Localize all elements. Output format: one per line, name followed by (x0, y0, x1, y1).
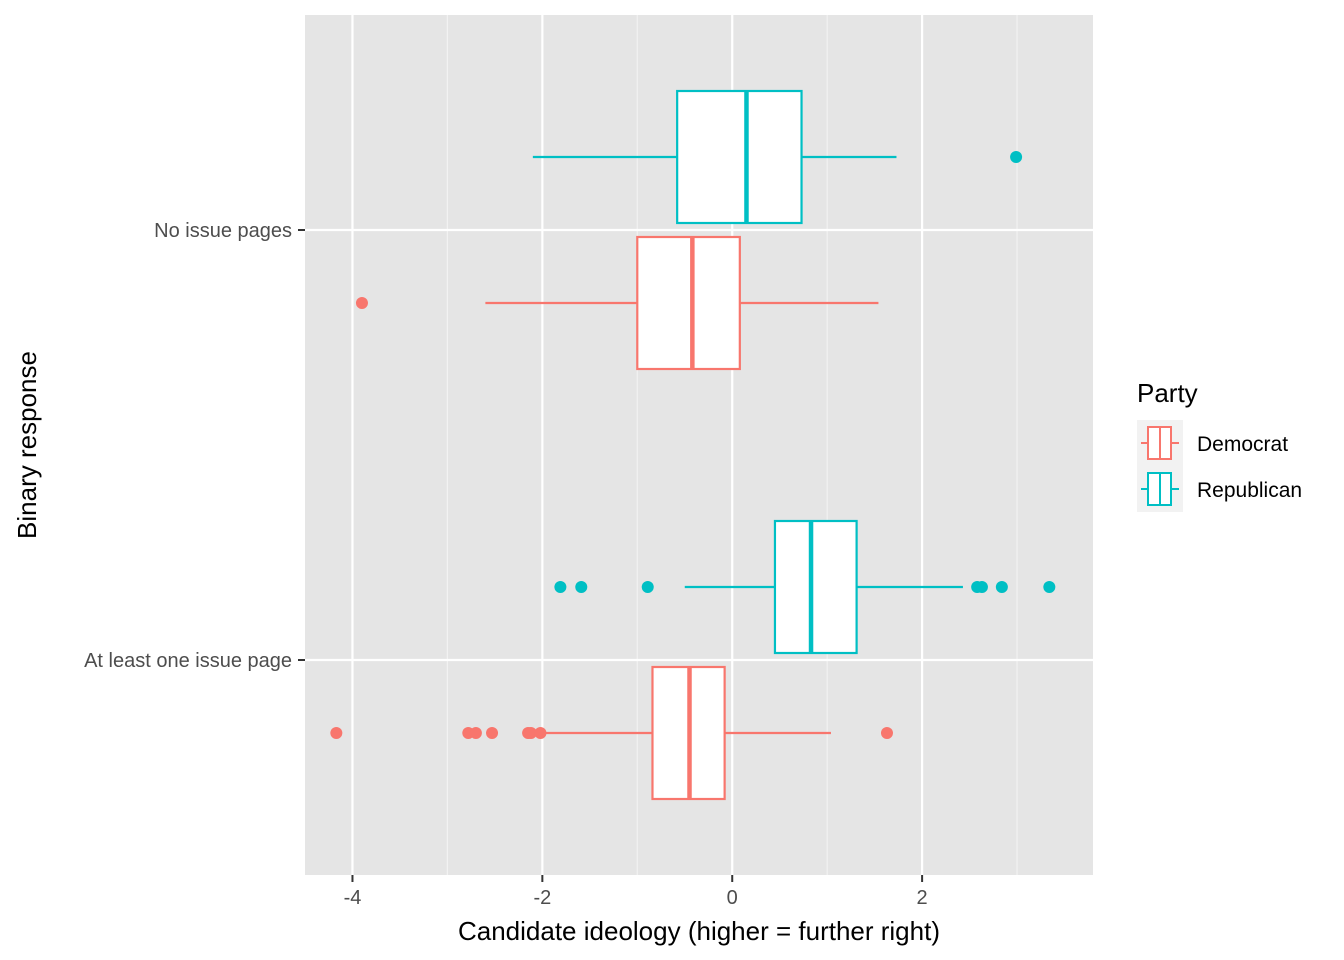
outlier-point (641, 581, 654, 593)
box-republican-no-issue-pages (532, 89, 1023, 225)
y-tick-label: No issue pages (154, 220, 292, 242)
legend-keys: Democrat Republican (1141, 426, 1302, 506)
x-tick-label: -4 (344, 887, 362, 909)
outlier-point (880, 727, 893, 739)
outlier-point (1043, 581, 1056, 593)
x-tick-label: 0 (727, 887, 738, 909)
outlier-point (524, 727, 537, 739)
box-democrat-no-issue-pages (355, 235, 879, 371)
legend-title: Party (1137, 378, 1198, 408)
outlier-point (575, 581, 588, 593)
box-republican-at-least-one-issue-page (554, 519, 1056, 655)
y-axis: No issue pages At least one issue page (84, 220, 305, 672)
y-tick-label: At least one issue page (84, 650, 292, 672)
box-democrat-at-least-one-issue-page (330, 665, 893, 801)
legend-key-republican: Republican (1141, 472, 1302, 506)
outlier-point (554, 581, 567, 593)
x-axis-title: Candidate ideology (higher = further rig… (458, 916, 940, 946)
box-iqr (676, 89, 803, 225)
box-iqr (773, 519, 858, 655)
outlier-point (330, 727, 343, 739)
y-axis-title: Binary response (12, 351, 42, 539)
legend-label-democrat: Democrat (1197, 433, 1288, 456)
box-iqr (636, 235, 741, 371)
legend: Party Democrat Republican (1137, 378, 1302, 512)
outlier-point (469, 727, 482, 739)
legend-key-democrat: Democrat (1141, 426, 1288, 460)
x-tick-label: -2 (533, 887, 551, 909)
box-layer (330, 89, 1056, 801)
outlier-point (995, 581, 1008, 593)
outlier-point (355, 297, 368, 309)
outlier-point (975, 581, 988, 593)
outlier-point (486, 727, 499, 739)
x-axis: -4 -2 0 2 (344, 875, 928, 909)
outlier-point (534, 727, 547, 739)
outlier-point (1010, 151, 1023, 163)
x-tick-label: 2 (917, 887, 928, 909)
legend-label-republican: Republican (1197, 479, 1302, 502)
